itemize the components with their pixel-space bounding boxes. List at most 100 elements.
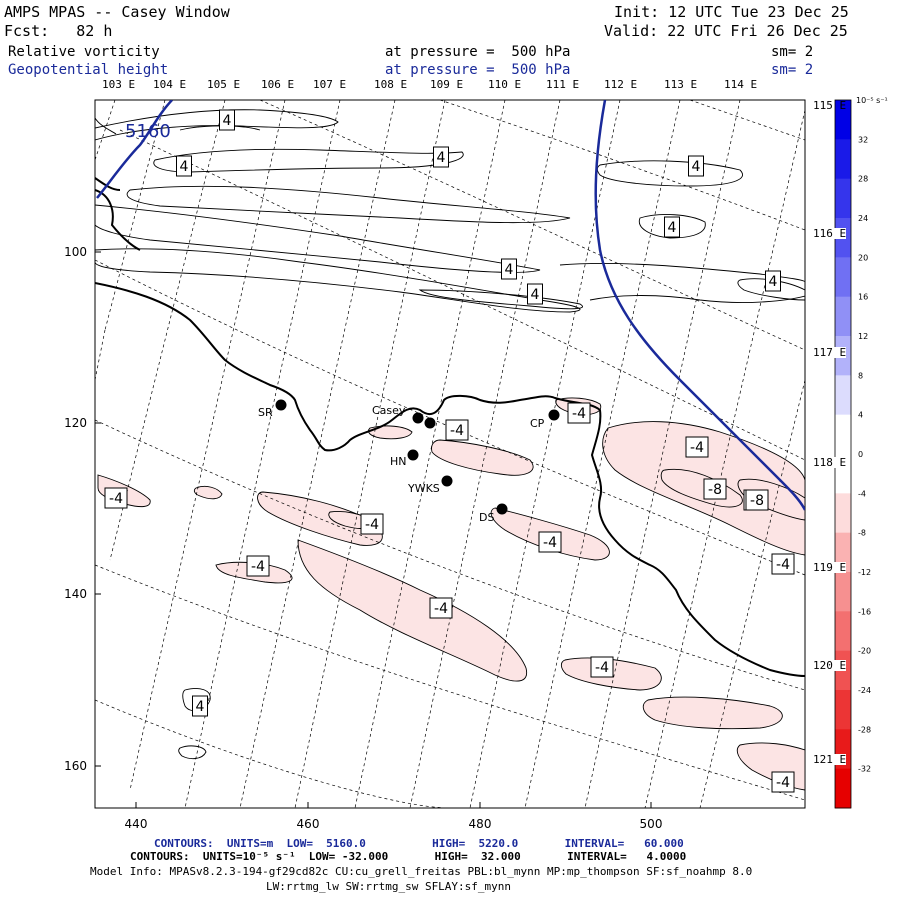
field2-level: at pressure = 500 hPa [385,62,571,78]
meridian [584,100,741,808]
colorbar-label: 0 [858,450,863,459]
map-title: AMPS MPAS -- Casey Window [4,3,230,21]
vorticity-label-box [771,771,795,793]
right-longitude-label: 118 E [813,456,847,469]
field1-smoothing: sm= 2 [771,44,814,60]
meridian [469,100,621,808]
valid-time: Valid: 22 UTC Fri 26 Dec 25 [604,22,848,40]
meridian [95,100,166,381]
vorticity-label-box [771,553,795,575]
vorticity-label: -4 [595,660,609,676]
colorbar-label: -24 [858,686,871,695]
vort-contour [126,185,571,224]
field2-name: Geopotential height [8,62,169,78]
vorticity-label-box [445,419,469,441]
meridian [184,100,341,808]
colorbar-segment [835,375,851,416]
longitude-label: 107 E [313,78,347,91]
meridian [524,100,681,808]
colorbar-label: -16 [858,607,871,616]
colorbar-segment [835,572,851,612]
vorticity-label-box [685,436,709,458]
coastline-path [95,282,805,677]
y-tick-label: 120 [64,416,87,430]
x-tick-label: 480 [469,817,492,831]
field2-smoothing: sm= 2 [771,62,814,78]
colorbar: 10⁻⁵ s⁻¹ 32 28 24 20 16 12 8 4 0 -4 -8 -12 -16 -20 -24 -… [834,96,888,809]
right-longitude-label: 121 E [813,753,847,766]
vorticity-label-box [567,402,591,424]
x-tick-label: 440 [125,817,148,831]
parallel [95,699,451,808]
vorticity-label-box [176,155,192,177]
vorticity-label-box [538,531,562,553]
vort-contour [95,248,581,313]
x-tick-label: 460 [297,817,320,831]
longitude-label: 104 E [153,78,187,91]
forecast-hour: Fcst: 82 h [4,22,113,40]
vorticity-label-box [664,216,680,238]
vorticity-label: 4 [196,699,205,715]
vorticity-label: -4 [543,535,557,551]
vort-area [368,425,413,440]
parallel [439,100,805,231]
vorticity-label-box [192,695,208,717]
x-tick-label: 500 [640,817,663,831]
vorticity-label-box [360,513,384,535]
height-contour [96,100,173,199]
longitude-label: 113 E [664,78,698,91]
meridian [294,100,446,808]
vort-area [193,485,223,500]
parallel [95,564,805,801]
parallel [259,100,805,351]
colorbar-label: 24 [858,214,868,223]
vorticity-label-box [527,283,543,305]
right-longitude-label: 120 E [813,659,847,672]
longitude-label: 114 E [724,78,758,91]
x-axis-ticks: 440 460 480 500 [125,802,663,831]
vorticity-label-box [429,597,453,619]
station-dot [496,503,508,515]
colorbar-segment [835,178,851,219]
vorticity-label-box [433,146,449,168]
height-contour [594,100,805,511]
vorticity-label-box [703,478,727,500]
right-longitude-label: 119 E [813,561,847,574]
vort-contour [153,148,464,173]
longitude-label: 106 E [261,78,295,91]
colorbar-label: 20 [858,253,868,262]
colorbar-label: -32 [858,765,871,774]
colorbar-label: -20 [858,647,871,656]
station-dot [548,409,560,421]
vorticity-label: 4 [668,220,677,236]
colorbar-label: 32 [858,135,868,144]
parallel [95,419,805,691]
vort-area [297,539,528,682]
station-dot [441,475,453,487]
meridian [109,100,226,561]
vort-contour [596,160,743,187]
vort-contour [95,109,339,141]
footer-vorticity-contours: CONTOURS: UNITS=10⁻⁵ s⁻¹ LOW= -32.000 HI… [130,850,687,863]
longitude-label: 111 E [546,78,580,91]
longitude-label: 105 E [207,78,241,91]
vort-contour [95,117,117,135]
meridian [409,100,561,808]
meridian [354,100,506,808]
colorbar-label: 12 [858,332,868,341]
colorbar-frame [834,99,852,809]
meridian [95,100,116,161]
vort-contour [418,289,583,310]
y-tick-label: 160 [64,759,87,773]
colorbar-segment [835,296,851,337]
vorticity-label-box [104,487,128,509]
lat-lon-grid [95,100,805,808]
vorticity-label: -8 [708,482,722,498]
vorticity-label: -4 [109,491,123,507]
colorbar-label: 28 [858,175,868,184]
init-time: Init: 12 UTC Tue 23 Dec 25 [614,3,849,21]
vorticity-label-box [688,155,704,177]
colorbar-segment [835,139,851,180]
meridian [644,109,805,808]
